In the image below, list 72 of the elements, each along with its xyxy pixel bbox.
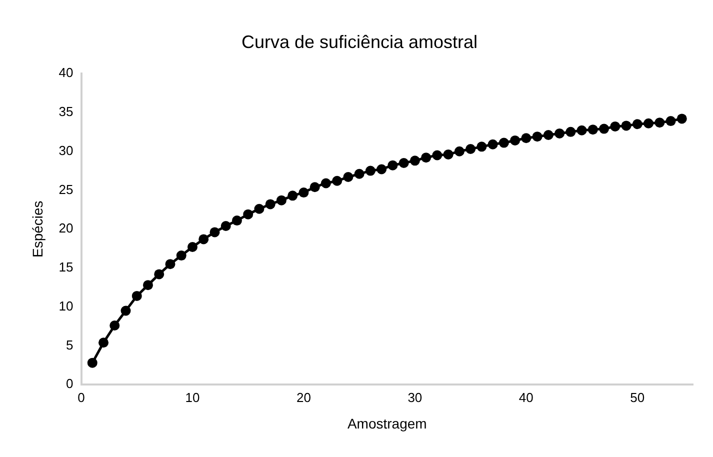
point (654, 118, 665, 128)
point (276, 195, 286, 206)
point (543, 130, 554, 140)
y-axis-title: Espécies (29, 200, 46, 258)
point (265, 199, 276, 210)
y-tick-label: 25 (58, 182, 74, 197)
point (365, 166, 376, 176)
y-tick-label: 10 (58, 298, 74, 314)
point (644, 118, 654, 128)
point (232, 216, 242, 226)
point (120, 306, 131, 316)
x-tick-label: 0 (78, 390, 85, 405)
point (165, 259, 176, 270)
point (498, 138, 509, 148)
point (554, 128, 565, 138)
point (87, 358, 98, 368)
point (532, 132, 542, 142)
x-tick-label: 20 (296, 390, 311, 405)
point (220, 220, 231, 231)
point (132, 290, 142, 301)
x-tick-label: 40 (518, 390, 534, 405)
point (588, 124, 598, 135)
point (421, 152, 432, 163)
y-tick-label: 0 (66, 376, 74, 392)
point (410, 156, 420, 166)
point (343, 172, 354, 182)
point (154, 269, 164, 280)
point (388, 160, 398, 170)
point (332, 176, 342, 186)
point (298, 188, 309, 198)
point (176, 250, 186, 261)
point (432, 150, 442, 160)
point (354, 168, 364, 179)
point (398, 158, 409, 168)
point (142, 280, 153, 290)
point (610, 121, 620, 132)
point (576, 125, 587, 136)
x-tick-label: 10 (185, 390, 200, 405)
chart-title: Curva de suficiência amostral (241, 32, 478, 52)
point (98, 338, 109, 348)
point (243, 209, 254, 220)
x-axis-title: Amostragem (347, 415, 427, 432)
point (110, 320, 120, 331)
point (666, 116, 676, 126)
point (198, 234, 209, 244)
point (310, 182, 320, 192)
y-tick-label: 30 (58, 142, 74, 158)
y-tick-label: 20 (58, 220, 74, 236)
point (320, 178, 331, 188)
point (443, 149, 454, 160)
point (376, 164, 387, 174)
y-tick-label: 15 (58, 260, 74, 275)
point (566, 126, 576, 137)
point (254, 204, 264, 214)
point (676, 114, 687, 124)
point (510, 135, 520, 146)
point (632, 119, 642, 130)
y-tick-label: 35 (58, 104, 74, 120)
y-tick-label: 40 (58, 65, 74, 80)
point (476, 142, 487, 152)
x-tick-label: 50 (630, 390, 645, 405)
y-tick-label: 5 (66, 337, 74, 352)
point (288, 190, 298, 201)
point (521, 133, 532, 144)
x-tick-label: 30 (408, 390, 422, 405)
point (466, 144, 476, 154)
point (210, 227, 220, 238)
point (454, 146, 464, 156)
point (621, 120, 632, 131)
point (488, 139, 498, 150)
point (599, 124, 610, 134)
point (187, 242, 198, 252)
